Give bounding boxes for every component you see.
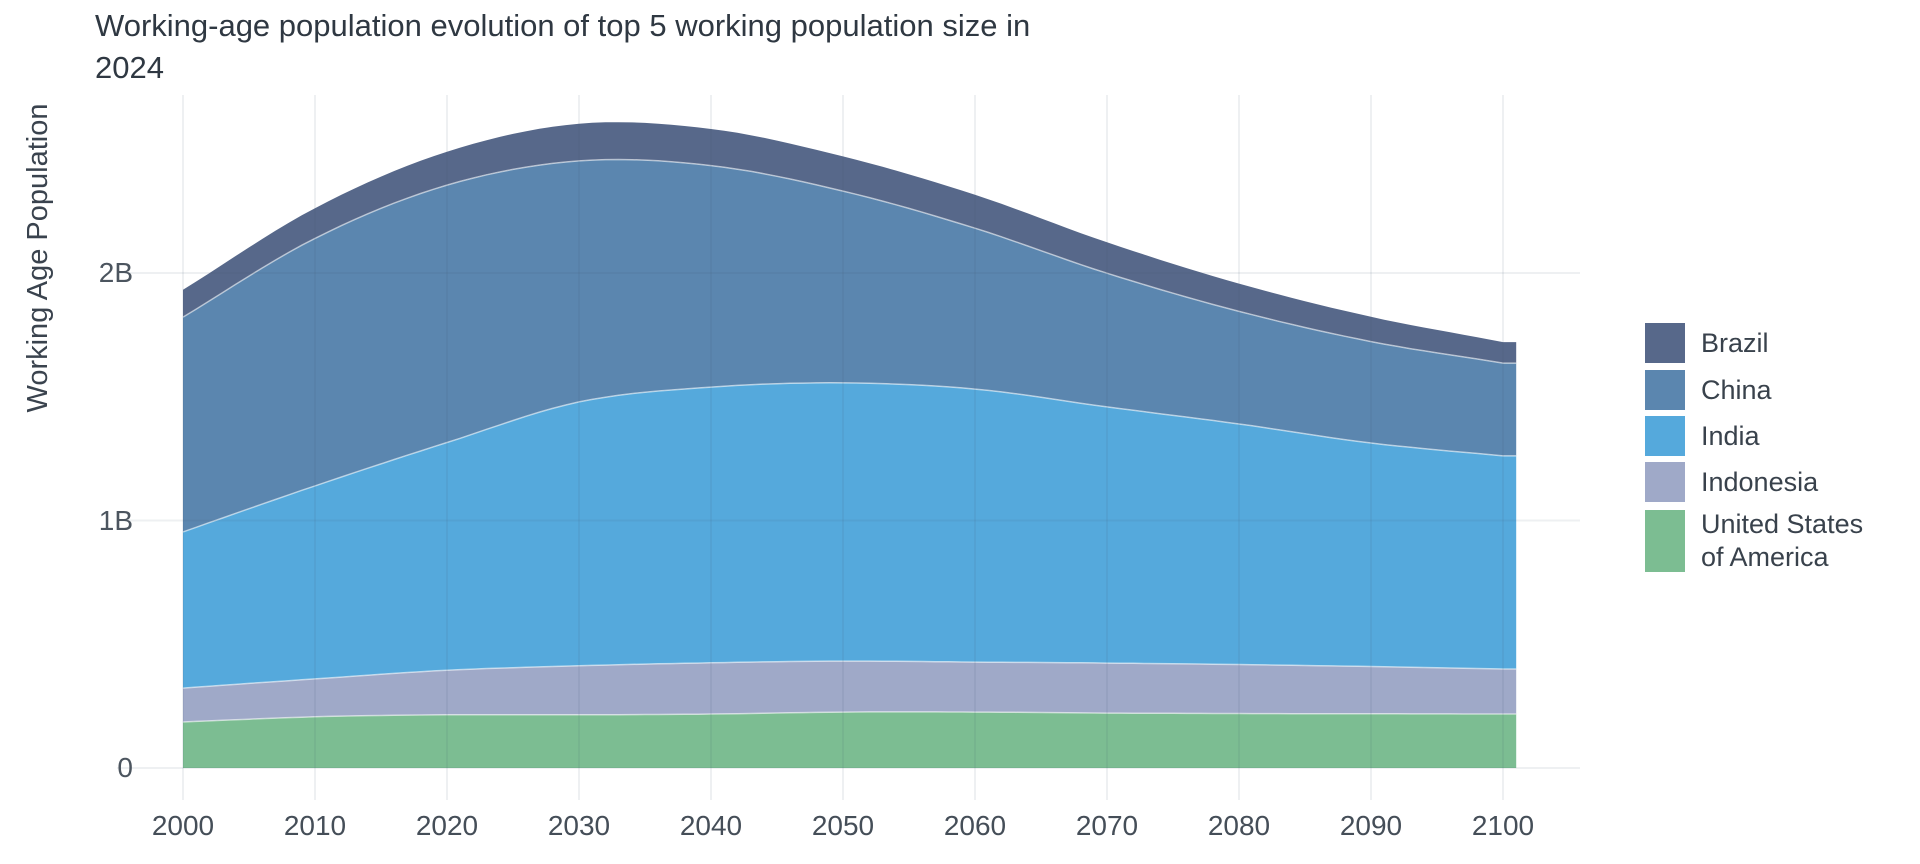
x-tick-label-2050: 2050 — [811, 810, 875, 841]
x-tick-label-2040: 2040 — [679, 810, 743, 841]
legend-swatch — [1645, 462, 1685, 502]
legend-item-united-states-of-america[interactable]: United States of America — [1645, 508, 1863, 574]
legend-item-india[interactable]: India — [1645, 416, 1760, 456]
x-tick-label-2020: 2020 — [415, 810, 479, 841]
y-axis-title: Working Age Population — [22, 103, 54, 413]
legend-swatch — [1645, 416, 1685, 456]
band-boundary — [182, 711, 1517, 723]
area-india — [183, 382, 1517, 689]
band-boundary — [182, 660, 1517, 689]
legend-swatch — [1645, 510, 1685, 572]
area-brazil — [183, 122, 1517, 364]
legend-label: Indonesia — [1701, 466, 1819, 497]
legend-label: Brazil — [1701, 327, 1769, 358]
band-boundary — [182, 382, 1517, 533]
gridlines — [117, 95, 1580, 800]
legend-swatch — [1645, 323, 1685, 363]
x-tick-label-2100: 2100 — [1471, 810, 1535, 841]
legend-item-china[interactable]: China — [1645, 370, 1772, 410]
x-tick-label-2090: 2090 — [1339, 810, 1403, 841]
legend-label: China — [1701, 374, 1772, 405]
chart-title: Working-age population evolution of top … — [95, 5, 1030, 89]
area-united-states-of-america — [183, 711, 1517, 768]
x-tick-label-2080: 2080 — [1207, 810, 1271, 841]
x-tick-label-2070: 2070 — [1075, 810, 1139, 841]
x-tick-label-2010: 2010 — [283, 810, 347, 841]
band-boundary — [182, 158, 1517, 364]
y-tick-label-0: 0 — [117, 752, 133, 783]
area-indonesia — [183, 661, 1517, 722]
chart-title-line1: Working-age population evolution of top … — [95, 8, 1031, 43]
legend-item-indonesia[interactable]: Indonesia — [1645, 462, 1818, 502]
y-tick-label-2b: 2B — [98, 257, 133, 288]
legend-label: United States of America — [1701, 509, 1864, 572]
x-tick-label-2060: 2060 — [943, 810, 1007, 841]
legend-item-brazil[interactable]: Brazil — [1645, 323, 1769, 363]
area-china — [183, 159, 1517, 532]
legend-label: India — [1701, 420, 1760, 451]
chart-title-line2: 2024 — [95, 50, 164, 85]
x-tick-label-2030: 2030 — [547, 810, 611, 841]
legend-swatch — [1645, 370, 1685, 410]
x-tick-label-2000: 2000 — [151, 810, 215, 841]
y-tick-label-1b: 1B — [98, 504, 133, 536]
